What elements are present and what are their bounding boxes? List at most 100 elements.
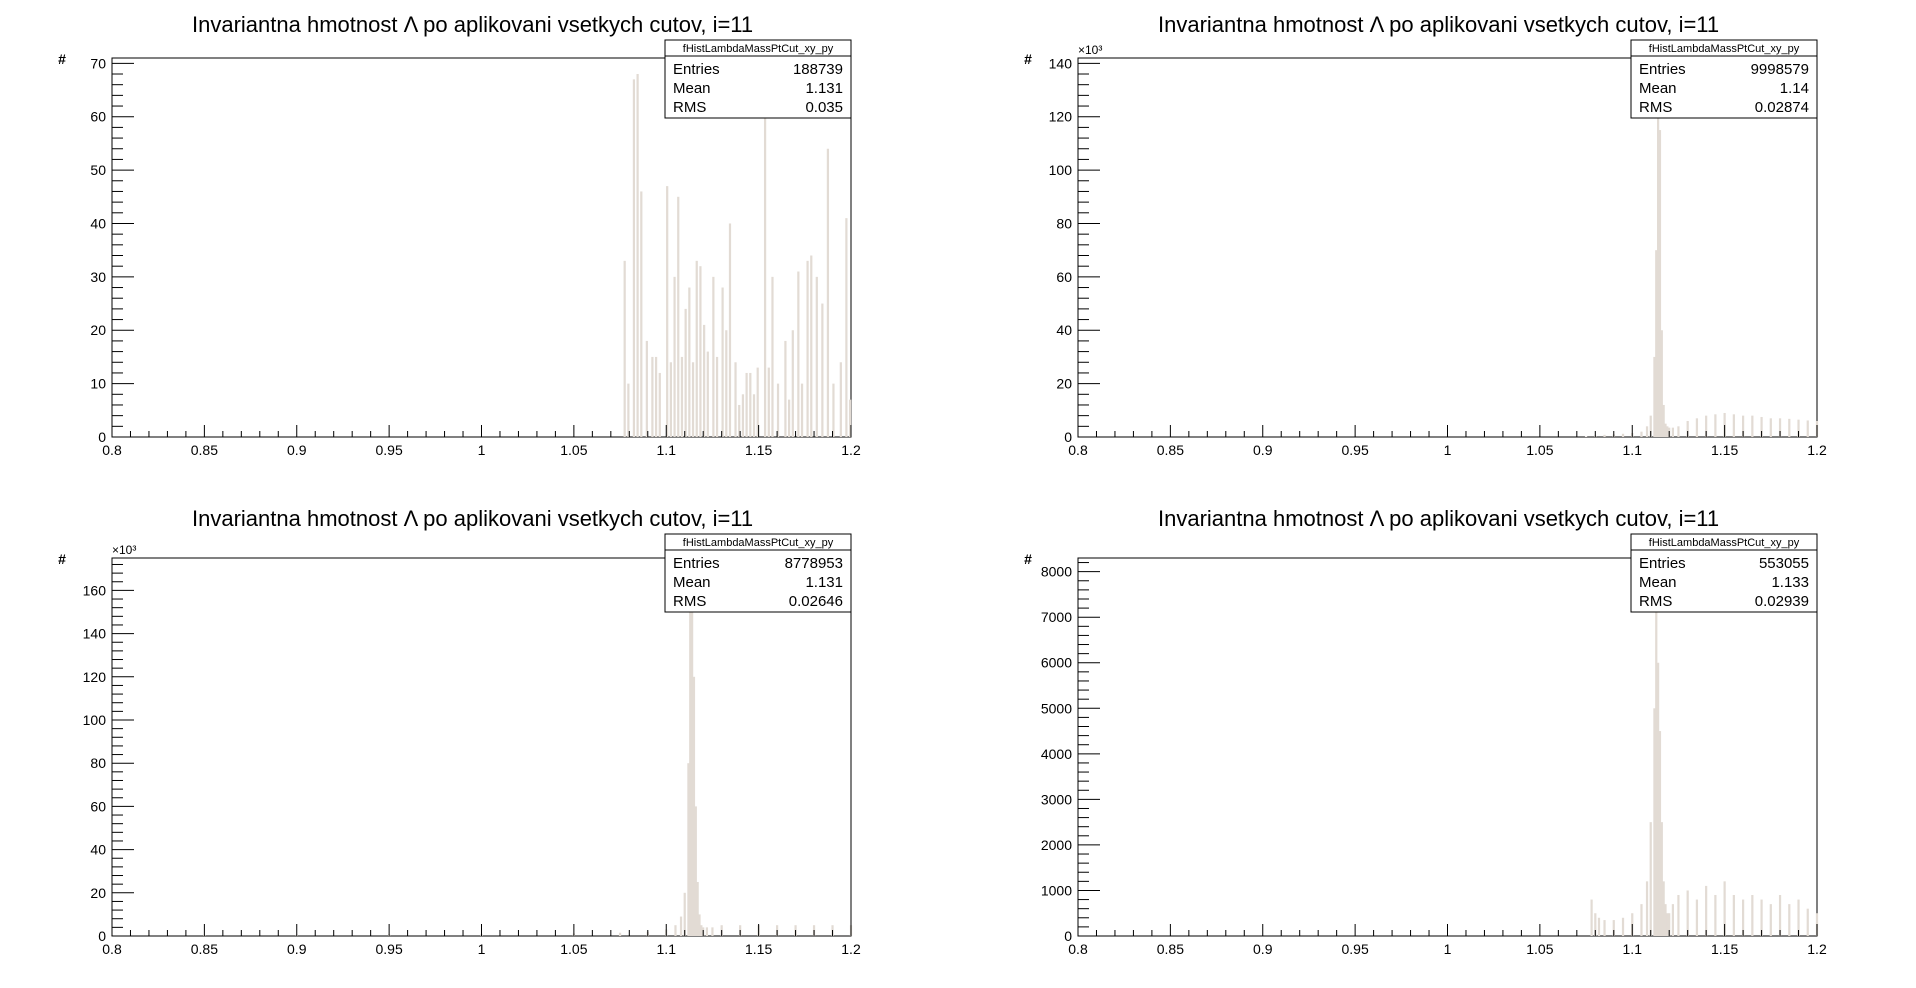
histogram-bar <box>691 612 694 936</box>
histogram-bar <box>691 362 695 437</box>
x-tick-label: 1 <box>478 941 486 957</box>
stats-value-entries: 188739 <box>793 61 843 78</box>
stats-histogram-name: fHistLambdaMassPtCut_xy_py <box>683 537 834 549</box>
histogram-bar <box>1660 330 1663 437</box>
histogram-bar <box>752 394 756 437</box>
stats-value-rms: 0.02646 <box>789 593 843 610</box>
y-tick-label: 100 <box>1049 162 1073 178</box>
histogram-bar <box>1806 908 1809 936</box>
histogram-bar <box>1732 414 1735 437</box>
histogram-bar <box>658 372 661 437</box>
histogram-bar <box>1662 881 1665 936</box>
x-tick-label: 0.9 <box>287 442 307 458</box>
stats-label-entries: Entries <box>1639 61 1686 78</box>
histogram-bar <box>1671 427 1675 437</box>
histogram-bar <box>1662 404 1665 437</box>
histogram-bar <box>756 367 759 437</box>
histogram-bar <box>1788 904 1791 936</box>
stats-box: fHistLambdaMassPtCut_xy_py Entries 188739 M… <box>664 39 852 119</box>
histogram-bar <box>1714 414 1717 437</box>
histogram-bar <box>1612 920 1615 936</box>
x-tick-label: 0.95 <box>1342 442 1369 458</box>
histogram-bar <box>1645 426 1649 437</box>
y-tick-label: 40 <box>90 842 106 858</box>
y-axis-label: # <box>1024 51 1032 67</box>
histogram-panel-top-left: Invariantna hmotnost Λ po aplikovani vse… <box>0 0 958 494</box>
histogram-bar <box>1655 250 1658 437</box>
histogram-bar <box>1686 890 1689 936</box>
y-tick-label: 60 <box>1056 269 1072 285</box>
histogram-bar <box>1788 418 1791 437</box>
stats-value-entries: 9998579 <box>1751 61 1809 78</box>
chart-title: Invariantna hmotnost Λ po aplikovani vse… <box>1158 12 1719 37</box>
x-tick-label: 1.1 <box>657 941 677 957</box>
y-tick-label: 50 <box>90 162 106 178</box>
histogram-bar <box>1640 904 1643 936</box>
histogram-bar <box>1751 895 1754 936</box>
x-tick-label: 0.85 <box>1157 442 1184 458</box>
y-tick-label: 120 <box>83 669 107 685</box>
stats-value-rms: 0.035 <box>805 99 843 116</box>
stats-label-mean: Mean <box>673 80 711 97</box>
x-tick-label: 0.8 <box>1068 442 1088 458</box>
x-axis: 0.8 0.85 0.9 0.95 1 1.05 1.1 1.15 1.2 <box>102 425 861 458</box>
y-axis: 0 1000 2000 3000 4000 5000 6000 7000 8000 <box>1041 562 1100 944</box>
x-tick-label: 1 <box>478 442 486 458</box>
histogram-bar <box>848 399 852 437</box>
histogram-bar <box>669 362 672 437</box>
histogram-bar <box>1666 913 1669 936</box>
y-tick-label: 140 <box>83 626 107 642</box>
histogram-bar <box>699 266 702 437</box>
bars <box>623 74 852 438</box>
histogram-bar <box>679 916 683 936</box>
x-axis: 0.8 0.85 0.9 0.95 1 1.05 1.1 1.15 1.2 <box>1068 924 1827 957</box>
stats-value-mean: 1.131 <box>805 80 843 97</box>
y-tick-label: 1000 <box>1041 882 1072 898</box>
histogram-bar <box>821 303 824 437</box>
chart-title: Invariantna hmotnost Λ po aplikovani vse… <box>1158 506 1719 531</box>
histogram-bar <box>741 394 745 437</box>
histogram-bar <box>1797 419 1800 437</box>
histogram-bar <box>1658 130 1662 437</box>
histogram-bar <box>1657 662 1660 936</box>
y-exponent-label: ×10³ <box>1078 43 1102 57</box>
histogram-bar <box>1671 904 1675 936</box>
x-tick-label: 0.8 <box>102 941 122 957</box>
stats-label-rms: RMS <box>1639 99 1672 116</box>
histogram-bar <box>654 356 658 437</box>
x-tick-label: 1.1 <box>1623 442 1643 458</box>
x-tick-label: 1.15 <box>1711 442 1738 458</box>
x-tick-label: 1 <box>1444 442 1452 458</box>
histogram-bar <box>1590 899 1593 936</box>
bars <box>110 579 853 936</box>
histogram-bar <box>1769 904 1772 936</box>
histogram-bar <box>677 196 680 437</box>
histogram-bar <box>1741 899 1745 936</box>
histogram-bar <box>1594 913 1597 936</box>
x-tick-label: 1.1 <box>657 442 677 458</box>
x-axis: 0.8 0.85 0.9 0.95 1 1.05 1.1 1.15 1.2 <box>102 924 861 957</box>
histogram-bar <box>1677 426 1680 437</box>
histogram-bar <box>1660 822 1663 936</box>
histogram-bar <box>1621 917 1625 936</box>
y-tick-label: 40 <box>1056 322 1072 338</box>
stats-value-entries: 8778953 <box>785 555 843 572</box>
histogram-bar <box>700 925 703 936</box>
histogram-bar <box>705 927 709 936</box>
stats-value-entries: 553055 <box>1759 555 1809 572</box>
histogram-bar <box>692 676 696 936</box>
histogram-bar <box>1741 415 1745 437</box>
x-tick-label: 1.15 <box>1711 941 1738 957</box>
stats-label-entries: Entries <box>673 61 720 78</box>
histogram-bar <box>1621 433 1625 437</box>
histogram-bar <box>725 330 728 437</box>
histogram-bar <box>1695 899 1699 936</box>
histogram-bar <box>1664 904 1667 936</box>
chart-title: Invariantna hmotnost Λ po aplikovani vse… <box>192 506 753 531</box>
histogram-bar <box>1645 881 1649 936</box>
x-tick-label: 0.8 <box>1068 941 1088 957</box>
x-tick-label: 1.15 <box>745 941 772 957</box>
histogram-bar <box>1723 412 1726 437</box>
x-tick-label: 0.9 <box>1253 941 1273 957</box>
histogram-bar <box>832 383 835 437</box>
